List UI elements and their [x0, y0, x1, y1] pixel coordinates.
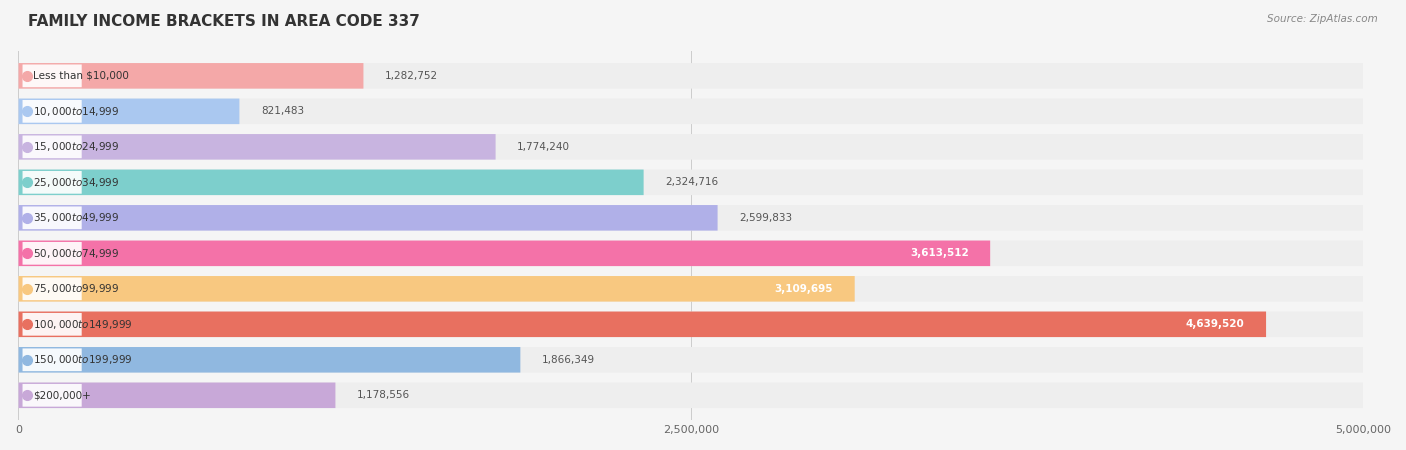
FancyBboxPatch shape: [18, 205, 717, 230]
Text: $100,000 to $149,999: $100,000 to $149,999: [32, 318, 132, 331]
Text: $35,000 to $49,999: $35,000 to $49,999: [32, 212, 120, 224]
FancyBboxPatch shape: [18, 311, 1362, 337]
FancyBboxPatch shape: [18, 99, 239, 124]
FancyBboxPatch shape: [22, 384, 82, 407]
FancyBboxPatch shape: [18, 134, 495, 160]
FancyBboxPatch shape: [18, 382, 1362, 408]
FancyBboxPatch shape: [18, 170, 644, 195]
FancyBboxPatch shape: [22, 278, 82, 300]
Text: 2,599,833: 2,599,833: [740, 213, 792, 223]
Text: 2,324,716: 2,324,716: [665, 177, 718, 187]
FancyBboxPatch shape: [18, 241, 1362, 266]
FancyBboxPatch shape: [22, 242, 82, 265]
Text: $15,000 to $24,999: $15,000 to $24,999: [32, 140, 120, 153]
FancyBboxPatch shape: [22, 348, 82, 371]
FancyBboxPatch shape: [22, 207, 82, 229]
Text: 1,282,752: 1,282,752: [385, 71, 439, 81]
FancyBboxPatch shape: [18, 63, 363, 89]
FancyBboxPatch shape: [18, 347, 1362, 373]
FancyBboxPatch shape: [22, 313, 82, 336]
Text: Source: ZipAtlas.com: Source: ZipAtlas.com: [1267, 14, 1378, 23]
FancyBboxPatch shape: [18, 241, 990, 266]
Text: 4,639,520: 4,639,520: [1185, 320, 1244, 329]
Text: Less than $10,000: Less than $10,000: [32, 71, 128, 81]
Text: FAMILY INCOME BRACKETS IN AREA CODE 337: FAMILY INCOME BRACKETS IN AREA CODE 337: [28, 14, 420, 28]
FancyBboxPatch shape: [18, 382, 336, 408]
FancyBboxPatch shape: [22, 64, 82, 87]
FancyBboxPatch shape: [18, 63, 1362, 89]
Text: 1,774,240: 1,774,240: [517, 142, 569, 152]
Text: 1,178,556: 1,178,556: [357, 390, 411, 400]
FancyBboxPatch shape: [18, 311, 1265, 337]
Text: $200,000+: $200,000+: [32, 390, 90, 400]
Text: $75,000 to $99,999: $75,000 to $99,999: [32, 282, 120, 295]
FancyBboxPatch shape: [22, 100, 82, 123]
FancyBboxPatch shape: [22, 171, 82, 194]
Text: $150,000 to $199,999: $150,000 to $199,999: [32, 353, 132, 366]
Text: 1,866,349: 1,866,349: [541, 355, 595, 365]
FancyBboxPatch shape: [22, 135, 82, 158]
Text: 821,483: 821,483: [262, 106, 304, 117]
Text: $50,000 to $74,999: $50,000 to $74,999: [32, 247, 120, 260]
Text: 3,109,695: 3,109,695: [775, 284, 834, 294]
FancyBboxPatch shape: [18, 276, 1362, 302]
FancyBboxPatch shape: [18, 99, 1362, 124]
FancyBboxPatch shape: [18, 134, 1362, 160]
Text: $10,000 to $14,999: $10,000 to $14,999: [32, 105, 120, 118]
FancyBboxPatch shape: [18, 347, 520, 373]
FancyBboxPatch shape: [18, 205, 1362, 230]
FancyBboxPatch shape: [18, 170, 1362, 195]
Text: 3,613,512: 3,613,512: [910, 248, 969, 258]
FancyBboxPatch shape: [18, 276, 855, 302]
Text: $25,000 to $34,999: $25,000 to $34,999: [32, 176, 120, 189]
